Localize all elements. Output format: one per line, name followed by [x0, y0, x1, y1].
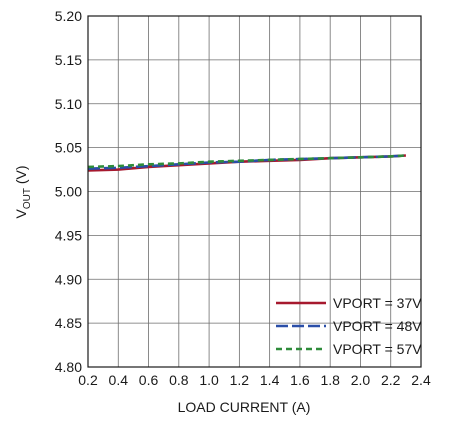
legend-label: VPORT = 57V [333, 341, 422, 357]
x-tick-label: 1.0 [199, 372, 219, 388]
legend-label: VPORT = 37V [333, 295, 422, 311]
y-axis-title-subscript: OUT [22, 188, 33, 209]
series-lines [88, 156, 406, 171]
legend: VPORT = 37V VPORT = 48V VPORT = 57V [276, 295, 422, 357]
x-tick-labels: 0.2 0.4 0.6 0.8 1.0 1.2 1.4 1.6 1.8 2.0 2.2 2.4 [78, 372, 431, 388]
x-axis-title: LOAD CURRENT (A) [178, 399, 311, 415]
x-tick-label: 2.0 [351, 372, 371, 388]
x-tick-label: 2.2 [381, 372, 401, 388]
y-axis-title: VOUT (V) [13, 165, 33, 218]
x-tick-label: 1.6 [290, 372, 310, 388]
legend-label: VPORT = 48V [333, 318, 422, 334]
x-tick-label: 1.2 [230, 372, 250, 388]
y-tick-label: 4.80 [55, 359, 82, 375]
y-tick-label: 4.90 [55, 271, 82, 287]
y-tick-labels: 4.80 4.85 4.90 4.95 5.00 5.05 5.10 5.15 5.20 [55, 8, 82, 375]
y-tick-label: 5.00 [55, 184, 82, 200]
x-tick-label: 1.4 [260, 372, 280, 388]
x-tick-label: 0.6 [139, 372, 159, 388]
y-axis-title-unit: (V) [13, 165, 29, 188]
y-tick-label: 4.85 [55, 315, 82, 331]
x-tick-label: 0.4 [109, 372, 129, 388]
y-tick-label: 5.10 [55, 96, 82, 112]
x-tick-label: 0.8 [169, 372, 189, 388]
grid [88, 16, 421, 367]
x-tick-label: 1.8 [320, 372, 340, 388]
y-tick-label: 5.15 [55, 52, 82, 68]
y-tick-label: 4.95 [55, 227, 82, 243]
x-tick-label: 2.4 [411, 372, 431, 388]
y-tick-label: 5.20 [55, 8, 82, 24]
y-tick-label: 5.05 [55, 140, 82, 156]
